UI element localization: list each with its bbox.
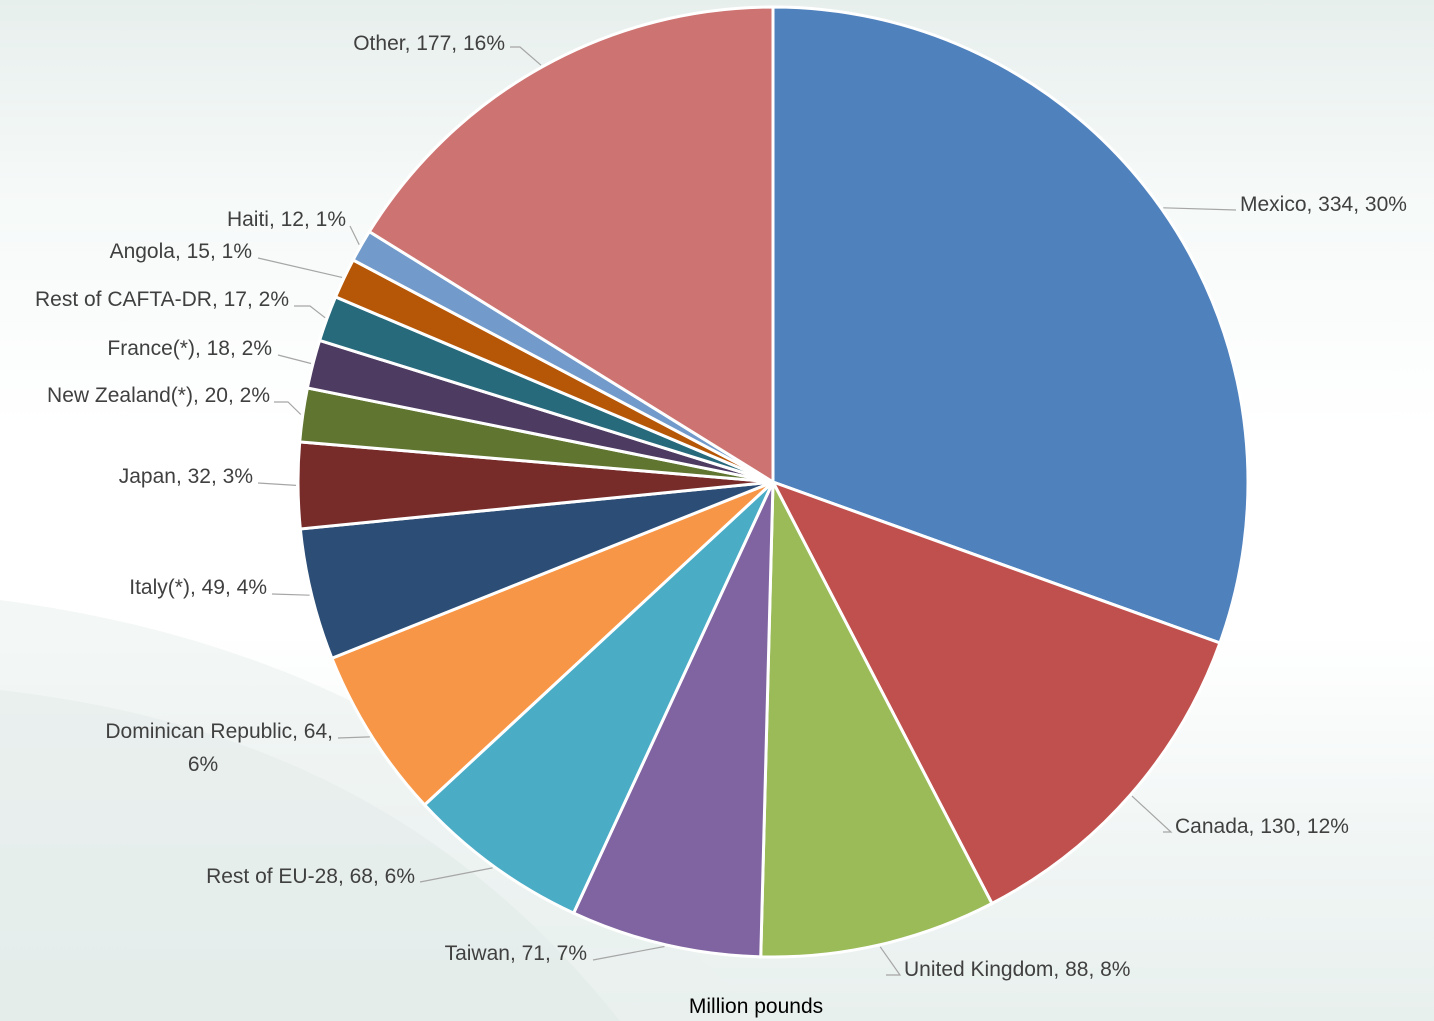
leader-line (271, 593, 310, 596)
data-label: Italy(*), 49, 4% (129, 576, 267, 599)
slices-layer (296, 5, 1250, 959)
labels-layer: Mexico, 334, 30% Canada, 130, 12% United K… (35, 32, 1407, 981)
data-label: United Kingdom, 88, 8% (904, 958, 1130, 981)
leader-line (337, 736, 370, 739)
axis-label: Million pounds (689, 995, 823, 1018)
leader-line (1163, 207, 1237, 211)
leader-line (294, 305, 326, 319)
data-label: Rest of EU-28, 68, 6% (206, 865, 415, 888)
leader-line (1131, 795, 1173, 833)
leader-line (349, 225, 360, 245)
data-label: France(*), 18, 2% (107, 337, 272, 360)
leader-line (277, 354, 312, 365)
data-label: Rest of CAFTA-DR, 17, 2% (35, 288, 289, 311)
pie-slice-mexico (771, 5, 1250, 645)
data-label: Canada, 130, 12% (1175, 815, 1349, 838)
leader-line (510, 46, 542, 66)
pie-slice-taiwan (571, 481, 775, 959)
data-label: Japan, 32, 3% (119, 465, 253, 488)
pie-slice-other (367, 5, 775, 485)
leader-lines-layer (257, 46, 1237, 976)
data-label: New Zealand(*), 20, 2% (47, 384, 270, 407)
pie-slice-dominican-republic (329, 480, 775, 807)
leader-line (592, 945, 665, 961)
pie-slice-united-kingdom (759, 481, 995, 959)
leader-line (419, 867, 493, 883)
pie-slice-canada (769, 479, 1222, 906)
data-label: Dominican Republic, 64, 6% (105, 720, 333, 776)
leader-line (879, 946, 902, 976)
leader-line (257, 257, 343, 278)
leader-line (274, 401, 302, 415)
data-label: Haiti, 12, 1% (227, 208, 346, 231)
pie-slice-rest-of-eu-28 (422, 480, 775, 916)
data-label: Taiwan, 71, 7% (445, 942, 587, 965)
data-label: Angola, 15, 1% (110, 240, 252, 263)
data-label: Other, 177, 16% (353, 32, 505, 55)
data-label: Mexico, 334, 30% (1240, 193, 1407, 216)
leader-line (257, 482, 297, 486)
